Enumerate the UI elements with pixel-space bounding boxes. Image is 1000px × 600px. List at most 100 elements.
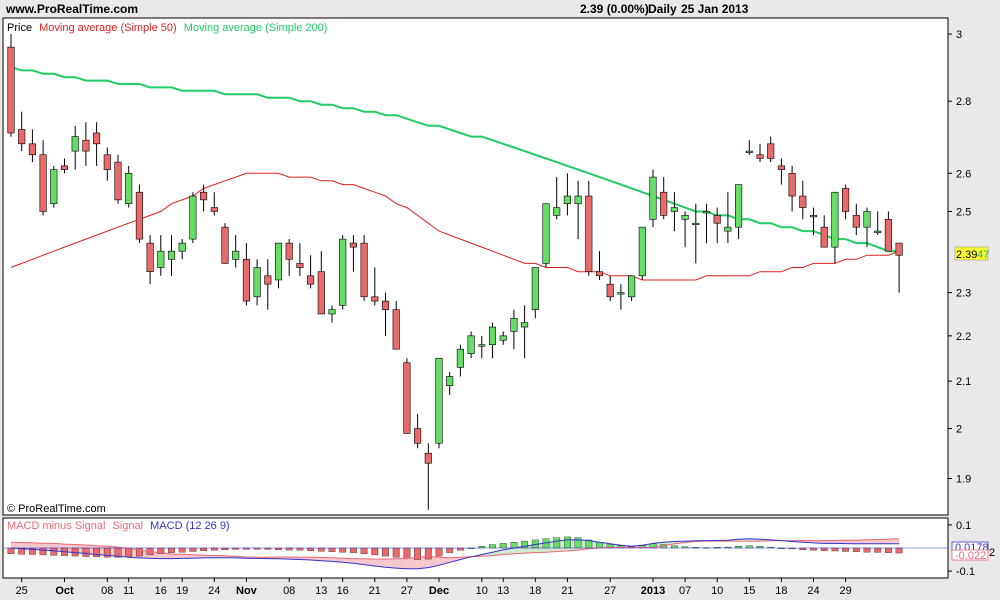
- price-tick-label-4: 2.3: [956, 288, 971, 300]
- price-tick-label-3: 2.2: [956, 331, 971, 343]
- candle-70: [756, 143, 764, 163]
- macd-hist-bar-7: [82, 547, 90, 557]
- candle-body: [317, 271, 325, 315]
- x-tick-label-20: 07: [679, 585, 691, 597]
- price-tick-label-6: 2.6: [956, 168, 971, 180]
- candle-body: [895, 242, 903, 256]
- macd-hist-bar-28: [307, 547, 315, 551]
- candle-72: [777, 158, 785, 185]
- quote-date: 25 Jan 2013: [681, 2, 749, 16]
- candle-body: [264, 275, 272, 285]
- candle-body: [799, 195, 807, 208]
- hist-tag-value: -0.022: [955, 550, 986, 562]
- candle-body: [200, 191, 208, 201]
- candle-0: [7, 34, 15, 137]
- x-tick-label-25: 29: [839, 585, 851, 597]
- candle-body: [874, 230, 882, 233]
- candle-body: [167, 250, 176, 260]
- macd-line: [10, 538, 900, 570]
- candle-53: [574, 180, 582, 240]
- macd-signal-fill: [342, 558, 354, 564]
- candle-37: [403, 358, 411, 434]
- macd-signal-fill: [439, 557, 450, 566]
- site-name[interactable]: www.ProRealTime.com: [6, 2, 139, 16]
- x-tick-label-23: 18: [775, 585, 787, 597]
- copyright-text: © ProRealTime.com: [7, 503, 106, 515]
- candle-body: [82, 139, 90, 152]
- candle-58: [628, 275, 636, 302]
- candle-body: [692, 222, 700, 226]
- x-tick-label-13: Dec: [429, 585, 449, 597]
- macd-hist-bar-0: [7, 547, 15, 554]
- x-tick-label-3: 11: [123, 585, 134, 597]
- macd-hist-bar-78: [842, 547, 849, 552]
- candle-50: [542, 203, 550, 268]
- candle-body: [788, 173, 796, 197]
- macd-hist-bar-69: [745, 545, 753, 549]
- candle-body: [649, 176, 657, 220]
- macd-signal-fill: [867, 539, 878, 544]
- candle-12: [135, 184, 143, 244]
- candle-body: [339, 238, 347, 306]
- candle-body: [681, 215, 689, 220]
- quote-value: 2.39 (0.00%): [580, 2, 649, 16]
- macd-hist-bar-4: [50, 547, 58, 556]
- macd-tag-extra: 2: [989, 547, 995, 559]
- macd-signal-fill: [160, 552, 172, 559]
- macd-signal-fill: [449, 557, 461, 563]
- candle-13: [146, 235, 154, 285]
- macd-hist-bar-46: [499, 543, 507, 549]
- candle-18: [200, 184, 208, 212]
- macd-hist-bar-30: [328, 547, 336, 552]
- candle-body: [670, 207, 678, 212]
- candle-22: [242, 243, 250, 306]
- macd-hist-bar-41: [446, 547, 454, 553]
- signal-line: [10, 538, 900, 560]
- x-tick-label-2: 08: [101, 585, 113, 597]
- candle-body: [232, 250, 240, 260]
- macd-hist-bar-18: [200, 547, 208, 551]
- x-tick-label-17: 21: [561, 585, 573, 597]
- candle-49: [531, 267, 539, 319]
- candle-body: [478, 344, 486, 347]
- macd-signal-fill: [374, 559, 386, 568]
- candle-3: [39, 140, 47, 216]
- candle-5: [60, 158, 69, 174]
- candle-body: [767, 143, 775, 159]
- candle-19: [210, 192, 218, 216]
- candle-47: [510, 309, 518, 350]
- candle-body: [595, 271, 604, 277]
- candle-64: [692, 203, 700, 264]
- candle-body: [296, 263, 304, 268]
- candle-52: [563, 173, 571, 216]
- candle-38: [414, 414, 422, 449]
- candle-74: [799, 180, 807, 220]
- candle-body: [274, 242, 283, 281]
- macd-signal-fill: [171, 554, 183, 559]
- price-tick-label-5: 2.5: [956, 206, 971, 218]
- price-tick-label-0: 1.9: [956, 473, 971, 485]
- candle-body: [360, 242, 368, 298]
- macd-signal-fill: [182, 554, 193, 559]
- candle-body: [435, 357, 443, 444]
- candle-35: [381, 292, 390, 336]
- candle-body: [617, 292, 625, 295]
- candle-body: [446, 376, 454, 387]
- x-tick-label-18: 27: [604, 585, 616, 597]
- candle-body: [809, 215, 818, 218]
- macd-hist-bar-19: [210, 547, 218, 551]
- candle-69: [745, 140, 753, 155]
- x-tick-label-4: 16: [155, 585, 167, 597]
- macd-legend: MACD minus Signal Signal MACD (12 26 9): [7, 520, 230, 532]
- candle-body: [18, 129, 26, 145]
- candle-26: [285, 239, 293, 276]
- candle-body: [242, 259, 250, 302]
- candle-body: [884, 218, 892, 252]
- candle-80: [863, 207, 871, 248]
- candle-4: [50, 165, 58, 208]
- candle-24: [264, 259, 272, 310]
- candle-71: [767, 136, 775, 163]
- candle-body: [371, 296, 379, 302]
- candle-body: [499, 335, 507, 341]
